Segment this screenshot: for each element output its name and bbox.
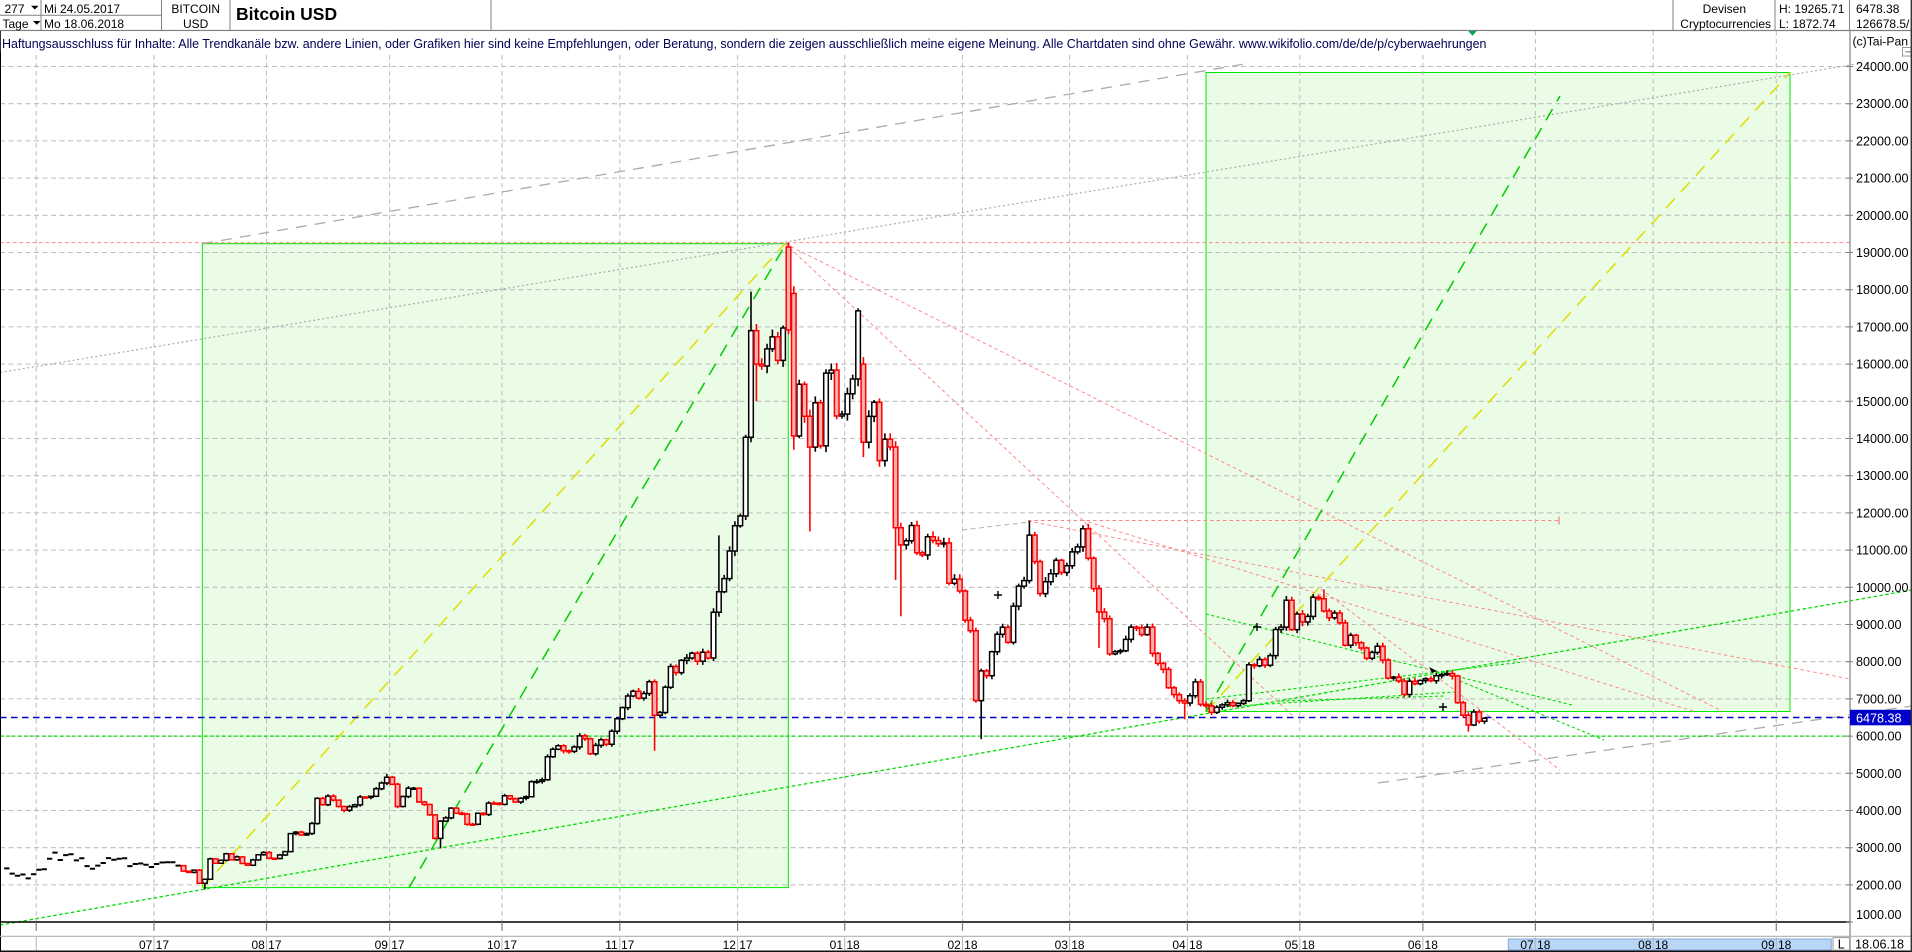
svg-text:Mi 24.05.2017: Mi 24.05.2017 (44, 2, 120, 16)
svg-text:23000.00: 23000.00 (1856, 97, 1909, 111)
svg-text:5000.00: 5000.00 (1856, 767, 1902, 781)
svg-text:03 18: 03 18 (1055, 938, 1085, 952)
svg-text:Bitcoin USD: Bitcoin USD (236, 4, 337, 24)
svg-text:277: 277 (5, 2, 25, 16)
svg-text:(c)Tai-Pan: (c)Tai-Pan (1853, 35, 1909, 49)
svg-text:Mo 18.06.2018: Mo 18.06.2018 (44, 17, 124, 31)
svg-text:6478.38: 6478.38 (1856, 2, 1900, 16)
svg-text:Tage: Tage (3, 17, 29, 31)
svg-text:17000.00: 17000.00 (1856, 320, 1909, 334)
svg-text:9000.00: 9000.00 (1856, 618, 1902, 632)
svg-text:1000.00: 1000.00 (1856, 908, 1902, 922)
svg-text:126678.5/: 126678.5/ (1856, 17, 1910, 31)
svg-text:USD: USD (183, 17, 209, 31)
svg-text:Haftungsausschluss für Inhalte: Haftungsausschluss für Inhalte: Alle Tre… (2, 37, 1486, 51)
svg-text:21000.00: 21000.00 (1856, 172, 1909, 186)
svg-text:08 17: 08 17 (251, 938, 281, 952)
svg-text:14000.00: 14000.00 (1856, 432, 1909, 446)
svg-text:19000.00: 19000.00 (1856, 246, 1909, 260)
svg-text:24000.00: 24000.00 (1856, 60, 1909, 74)
svg-text:01 18: 01 18 (830, 938, 860, 952)
svg-text:4000.00: 4000.00 (1856, 804, 1902, 818)
svg-text:12 17: 12 17 (723, 938, 753, 952)
svg-text:18000.00: 18000.00 (1856, 283, 1909, 297)
svg-text:12000.00: 12000.00 (1856, 506, 1909, 520)
svg-text:6478.38: 6478.38 (1856, 711, 1902, 725)
svg-text:11 17: 11 17 (605, 938, 634, 952)
svg-text:20000.00: 20000.00 (1856, 209, 1909, 223)
svg-text:BITCOIN: BITCOIN (171, 2, 220, 16)
svg-text:04 18: 04 18 (1172, 938, 1202, 952)
svg-text:07 18: 07 18 (1520, 938, 1550, 952)
svg-text:22000.00: 22000.00 (1856, 134, 1909, 148)
svg-text:13000.00: 13000.00 (1856, 469, 1909, 483)
svg-text:Cryptocurrencies: Cryptocurrencies (1680, 17, 1771, 31)
svg-text:08 18: 08 18 (1638, 938, 1668, 952)
svg-text:06 18: 06 18 (1408, 938, 1438, 952)
svg-text:8000.00: 8000.00 (1856, 655, 1902, 669)
svg-text:10000.00: 10000.00 (1856, 581, 1909, 595)
svg-text:2000.00: 2000.00 (1856, 878, 1902, 892)
svg-text:Devisen: Devisen (1703, 2, 1746, 16)
svg-text:7000.00: 7000.00 (1856, 692, 1902, 706)
svg-text:11000.00: 11000.00 (1856, 544, 1908, 558)
svg-text:6000.00: 6000.00 (1856, 730, 1902, 744)
svg-text:02 18: 02 18 (947, 938, 977, 952)
svg-text:18.06.18: 18.06.18 (1855, 938, 1904, 952)
svg-text:07 17: 07 17 (139, 938, 169, 952)
svg-text:09 17: 09 17 (375, 938, 405, 952)
svg-text:10 17: 10 17 (487, 938, 517, 952)
svg-text:05 18: 05 18 (1285, 938, 1315, 952)
svg-text:15000.00: 15000.00 (1856, 395, 1909, 409)
svg-text:H: 19265.71: H: 19265.71 (1779, 2, 1845, 16)
svg-text:3000.00: 3000.00 (1856, 841, 1902, 855)
svg-text:16000.00: 16000.00 (1856, 358, 1909, 372)
svg-text:09 18: 09 18 (1761, 938, 1791, 952)
svg-text:L: 1872.74: L: 1872.74 (1779, 17, 1836, 31)
svg-text:L: L (1838, 938, 1845, 952)
